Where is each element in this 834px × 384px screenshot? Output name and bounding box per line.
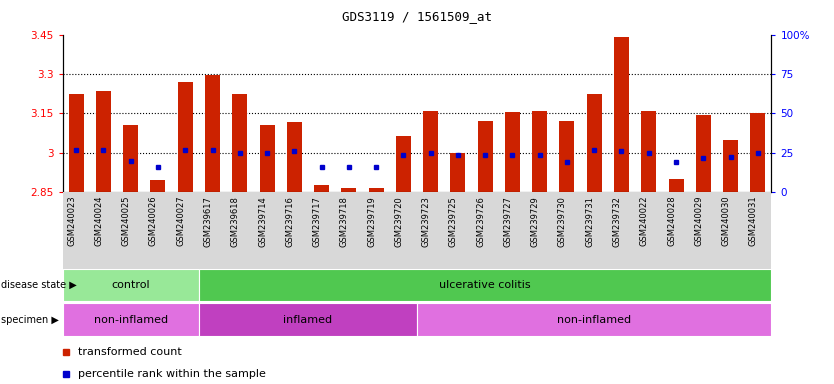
Text: percentile rank within the sample: percentile rank within the sample [78,369,266,379]
Text: GSM239727: GSM239727 [504,196,512,247]
FancyBboxPatch shape [198,269,771,301]
Text: GSM239731: GSM239731 [585,196,594,247]
Text: GSM240029: GSM240029 [694,196,703,247]
Text: GSM239730: GSM239730 [558,196,567,247]
Text: GSM240024: GSM240024 [94,196,103,247]
Text: GSM239617: GSM239617 [203,196,213,247]
Text: GSM240025: GSM240025 [122,196,131,247]
Text: GSM240027: GSM240027 [176,196,185,247]
Bar [396,136,411,192]
Bar [233,94,247,192]
FancyBboxPatch shape [417,303,771,336]
Bar [150,180,165,192]
Text: specimen ▶: specimen ▶ [1,314,58,325]
Text: GSM239618: GSM239618 [231,196,240,247]
Text: GSM239720: GSM239720 [394,196,404,247]
Bar [259,125,274,192]
Text: GSM239725: GSM239725 [449,196,458,247]
Text: GSM240031: GSM240031 [749,196,758,247]
Bar [68,94,83,192]
Text: GSM239714: GSM239714 [258,196,267,247]
Bar [560,121,575,192]
Bar [369,188,384,192]
Text: GSM239718: GSM239718 [339,196,349,247]
Text: GSM240023: GSM240023 [68,196,76,247]
Bar [205,75,220,192]
Bar [423,111,438,192]
Bar [450,153,465,192]
Bar [641,111,656,192]
Bar [287,122,302,192]
Bar [505,112,520,192]
Text: GDS3119 / 1561509_at: GDS3119 / 1561509_at [342,10,492,23]
Bar [669,179,684,192]
Bar [751,113,766,192]
Text: GSM240030: GSM240030 [721,196,731,247]
Text: disease state ▶: disease state ▶ [1,280,77,290]
Text: GSM240022: GSM240022 [640,196,649,247]
Bar [723,139,738,192]
Bar [178,82,193,192]
Bar [532,111,547,192]
FancyBboxPatch shape [63,269,198,301]
Bar [478,121,493,192]
Bar [341,188,356,192]
Text: ulcerative colitis: ulcerative colitis [440,280,531,290]
FancyBboxPatch shape [63,303,198,336]
Text: GSM239717: GSM239717 [313,196,322,247]
Bar [314,185,329,192]
Text: GSM239719: GSM239719 [367,196,376,247]
Bar [96,91,111,192]
Text: non-inflamed: non-inflamed [557,314,631,325]
FancyBboxPatch shape [63,192,771,269]
Text: GSM239726: GSM239726 [476,196,485,247]
Text: GSM240026: GSM240026 [149,196,158,247]
Text: GSM239716: GSM239716 [285,196,294,247]
Bar [123,125,138,192]
Text: GSM239729: GSM239729 [530,196,540,247]
Text: GSM239723: GSM239723 [422,196,430,247]
Text: transformed count: transformed count [78,347,182,357]
Text: non-inflamed: non-inflamed [93,314,168,325]
Text: control: control [112,280,150,290]
Text: inflamed: inflamed [284,314,333,325]
Text: GSM239732: GSM239732 [612,196,621,247]
FancyBboxPatch shape [198,303,417,336]
Text: GSM240028: GSM240028 [667,196,676,247]
Bar [614,37,629,192]
Bar [696,114,711,192]
Bar [587,94,601,192]
